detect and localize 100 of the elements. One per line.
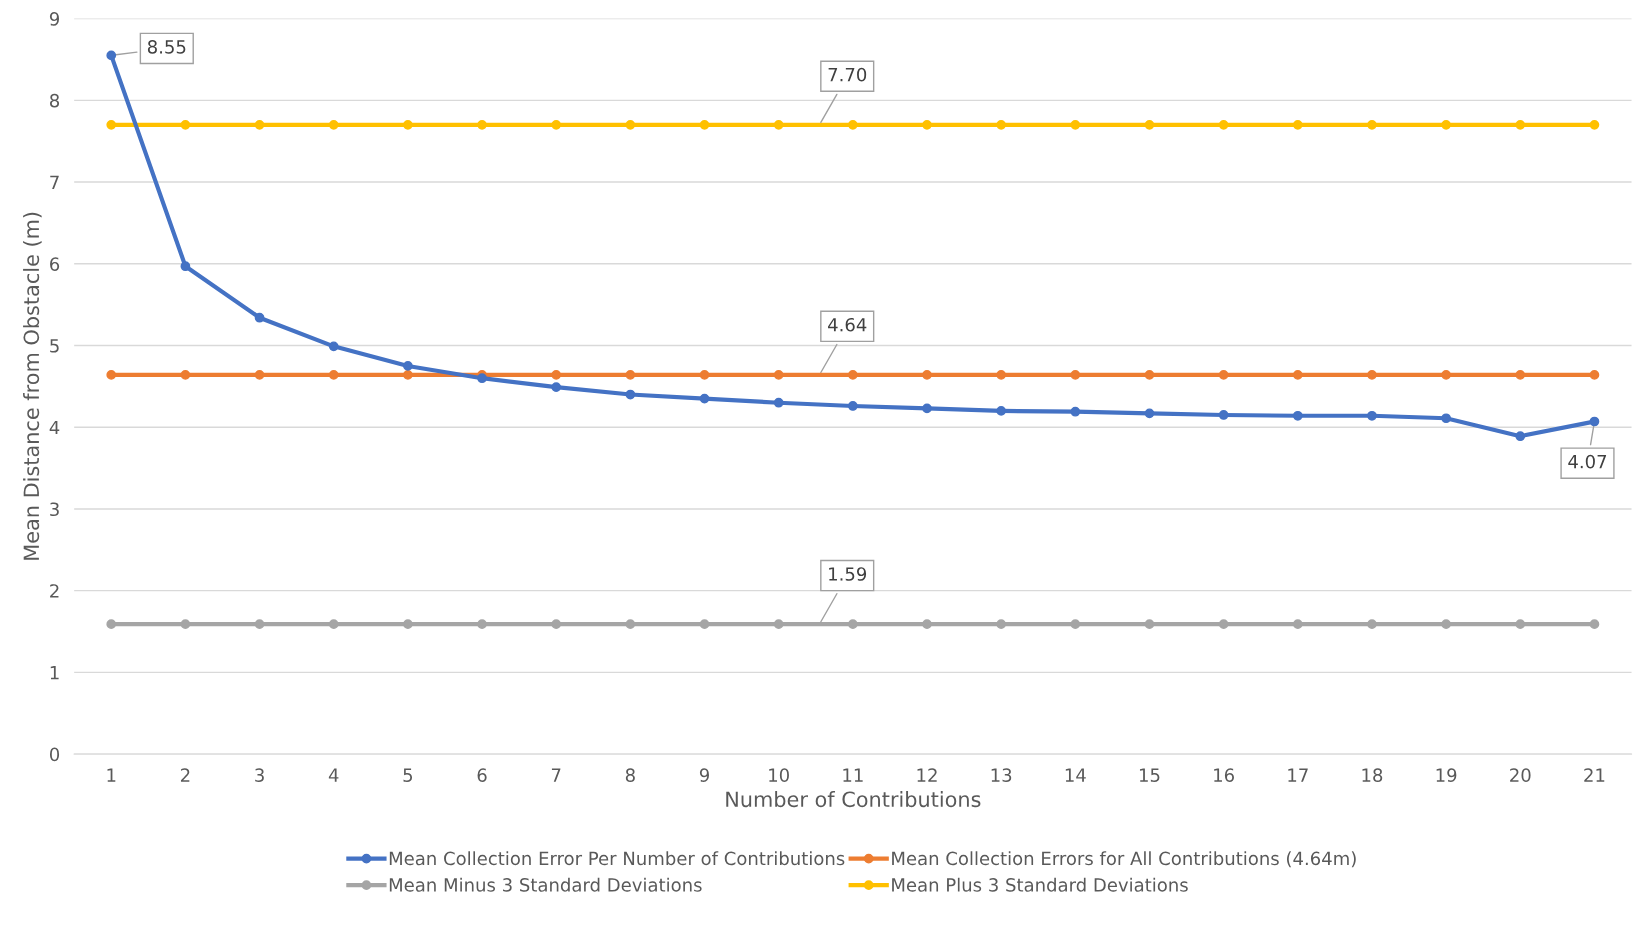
point <box>847 370 858 380</box>
point <box>1367 119 1377 130</box>
y-tick-label: 1 <box>50 666 59 680</box>
point <box>1070 119 1081 130</box>
point <box>922 403 932 414</box>
point <box>1441 119 1451 130</box>
point <box>1441 370 1451 380</box>
point <box>180 370 191 380</box>
legend-label: Mean Collection Error Per Number of Contributions <box>389 851 845 866</box>
x-tick-label: 7 <box>551 768 561 782</box>
point <box>328 119 339 130</box>
x-tick-label: 18 <box>1362 768 1383 782</box>
point <box>1441 413 1451 424</box>
x-tick-label: 19 <box>1436 768 1457 782</box>
point <box>180 261 191 272</box>
y-tick-label: 7 <box>50 175 59 189</box>
x-axis-title: Number of Contributions <box>726 791 981 808</box>
point <box>1589 370 1600 380</box>
point <box>699 370 710 380</box>
point <box>773 397 784 408</box>
point <box>1144 619 1155 630</box>
y-tick-label: 9 <box>49 12 59 26</box>
point <box>551 119 562 130</box>
x-tick-label: 9 <box>699 768 709 782</box>
point <box>625 119 636 130</box>
legend-label: Mean Collection Errors for All Contributions (4.64m) <box>892 851 1356 868</box>
point <box>847 401 858 411</box>
legend-label: Mean Plus 3 Standard Deviations <box>892 877 1188 892</box>
x-tick-label: 16 <box>1214 768 1234 782</box>
x-tick-label: 3 <box>255 768 264 782</box>
point <box>1218 119 1229 130</box>
point <box>477 619 487 630</box>
point <box>180 619 191 630</box>
x-tick-label: 2 <box>180 768 190 782</box>
point <box>1589 416 1600 427</box>
y-tick-label: 5 <box>50 339 59 353</box>
point <box>1218 410 1229 420</box>
point <box>1070 406 1081 417</box>
y-tick-label: 6 <box>50 257 60 271</box>
point <box>551 382 562 393</box>
point <box>328 370 339 380</box>
point <box>922 119 932 130</box>
point <box>106 370 117 380</box>
point <box>1292 619 1303 630</box>
point <box>328 341 339 352</box>
point <box>1589 119 1600 130</box>
point <box>551 619 562 630</box>
point <box>1292 410 1303 421</box>
point <box>1515 119 1526 130</box>
point <box>922 619 932 630</box>
x-tick-label: 12 <box>917 768 937 782</box>
point <box>847 619 858 630</box>
y-tick-label: 0 <box>49 747 60 762</box>
point <box>773 370 784 380</box>
point <box>1367 410 1377 421</box>
point <box>1367 619 1377 630</box>
point <box>551 370 562 380</box>
x-tick-label: 21 <box>1584 768 1605 782</box>
x-tick-label: 6 <box>477 768 487 782</box>
point <box>106 619 117 630</box>
point <box>625 389 636 400</box>
point <box>1070 619 1081 630</box>
point <box>922 370 932 380</box>
point <box>1292 370 1303 380</box>
point <box>1441 619 1451 630</box>
point <box>1515 619 1526 630</box>
point <box>996 370 1007 380</box>
point <box>773 619 784 630</box>
point <box>403 370 413 380</box>
x-tick-label: 5 <box>403 768 413 782</box>
y-tick-label: 8 <box>50 93 60 108</box>
data-label: 1.59 <box>829 567 867 581</box>
point <box>847 119 858 130</box>
point <box>254 619 265 630</box>
point <box>1144 370 1155 380</box>
legend-label: Mean Minus 3 Standard Deviations <box>389 877 702 892</box>
point <box>1515 431 1526 442</box>
x-tick-label: 13 <box>991 768 1012 782</box>
point <box>403 119 413 130</box>
data-label: 7.70 <box>828 67 867 82</box>
point <box>180 119 191 130</box>
point <box>1292 119 1303 130</box>
point <box>699 393 710 404</box>
x-tick-label: 4 <box>328 768 339 782</box>
x-tick-label: 11 <box>843 768 863 782</box>
point <box>1218 370 1229 380</box>
x-tick-label: 15 <box>1139 768 1160 782</box>
x-tick-label: 20 <box>1510 768 1531 782</box>
point <box>254 370 265 380</box>
point <box>699 619 710 630</box>
point <box>106 50 117 61</box>
data-label: 4.07 <box>1568 454 1607 469</box>
y-axis-title: Mean Distance from Obstacle (m) <box>23 212 42 560</box>
point <box>625 619 636 630</box>
x-tick-label: 1 <box>107 768 116 782</box>
y-tick-label: 2 <box>50 584 59 598</box>
point <box>254 312 265 323</box>
point <box>996 619 1007 630</box>
point <box>996 406 1007 416</box>
point <box>1144 408 1155 419</box>
